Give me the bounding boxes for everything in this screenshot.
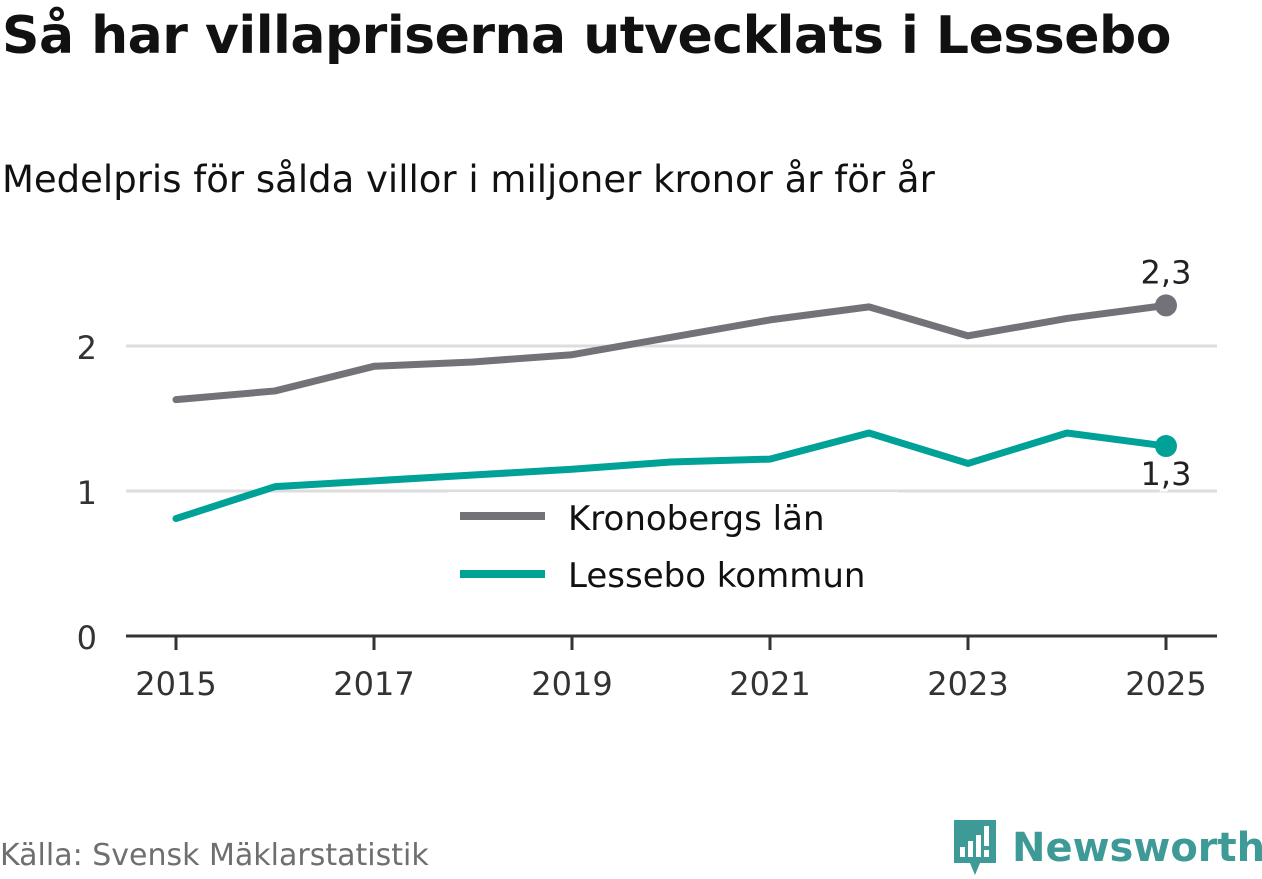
newsworthy-logo[interactable]: Newsworthy <box>950 818 1262 878</box>
newsworthy-logo-icon <box>954 820 996 875</box>
x-tick-label: 2023 <box>927 665 1008 703</box>
series-line-kronoberg <box>172 301 1170 404</box>
x-tick-label: 2019 <box>531 665 612 703</box>
series-endpoint-kronoberg <box>1155 294 1177 317</box>
x-tick-label: 2025 <box>1125 665 1206 703</box>
x-tick-label: 2015 <box>135 665 216 703</box>
y-tick-label: 0 <box>77 619 97 657</box>
y-tick-label: 2 <box>77 329 97 367</box>
legend-background <box>448 492 898 602</box>
series-layer: 2,3 1,3 <box>172 250 1194 523</box>
x-tick-label: 2017 <box>333 665 414 703</box>
series-end-label-lessebo: 1,3 <box>1141 455 1192 493</box>
chart-title: Så har villapriserna utvecklats i Lesseb… <box>2 6 1171 66</box>
legend-label-kronoberg: Kronobergs län <box>568 499 825 539</box>
legend: Kronobergs län Lessebo kommun <box>448 492 898 602</box>
y-tick-label: 1 <box>77 474 97 512</box>
legend-label-lessebo: Lessebo kommun <box>568 556 865 596</box>
series-end-label-kronoberg: 2,3 <box>1141 253 1192 291</box>
brand-name: Newsworthy <box>1012 825 1262 871</box>
chart-subtitle: Medelpris för sålda villor i miljoner kr… <box>2 158 935 201</box>
x-tick-label: 2021 <box>729 665 810 703</box>
series-line-lessebo <box>172 429 1170 523</box>
axis-layer: 0 1 2 2015 2017 2019 2021 2023 2025 <box>77 329 1217 703</box>
source-note: Källa: Svensk Mäklarstatistik <box>0 838 429 873</box>
series-endpoint-lessebo <box>1155 435 1177 458</box>
grid-layer <box>126 344 1217 493</box>
